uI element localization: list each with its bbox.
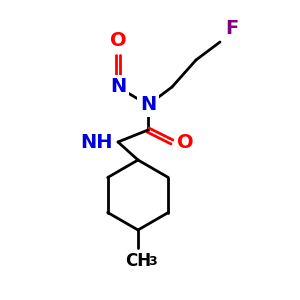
Text: CH: CH xyxy=(125,252,151,270)
Text: F: F xyxy=(225,19,238,38)
Text: N: N xyxy=(140,95,156,115)
Text: NH: NH xyxy=(80,133,113,152)
Text: N: N xyxy=(110,77,126,97)
Text: 3: 3 xyxy=(148,255,157,268)
Text: O: O xyxy=(177,133,194,152)
Text: O: O xyxy=(110,31,126,50)
